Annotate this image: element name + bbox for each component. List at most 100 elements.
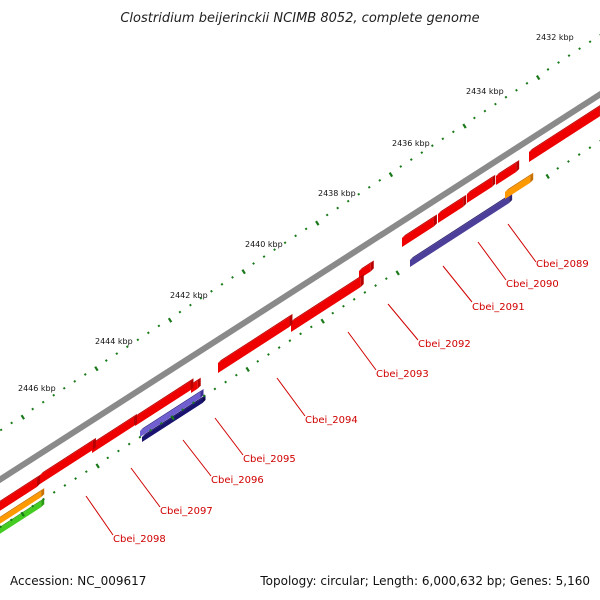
ruler-dot <box>578 47 581 51</box>
ruler-major-tick <box>245 366 250 373</box>
ruler-major-tick <box>315 220 320 226</box>
accession-text: Accession: NC_009617 <box>10 574 147 588</box>
kbp-label: 2432 kbp <box>536 33 574 42</box>
ruler-dot <box>399 165 403 168</box>
kbp-label: 2434 kbp <box>466 87 504 96</box>
kbp-label: 2440 kbp <box>245 240 283 249</box>
ruler-dot <box>299 332 303 336</box>
gene-labels: Cbei_2089 Cbei_2090 Cbei_2091 Cbei_2092 Cbei… <box>85 223 589 545</box>
ruler-dot <box>234 373 238 377</box>
ruler-major-tick <box>20 511 25 517</box>
gene-leader-line <box>276 377 306 417</box>
ruler-dot <box>104 359 108 362</box>
ruler-dot <box>304 227 308 231</box>
ruler-dot <box>74 477 77 480</box>
ruler-dot <box>202 394 206 398</box>
gene-label: Cbei_2091 <box>472 302 525 313</box>
ruler-dot <box>588 40 592 44</box>
ruler-dot <box>331 311 335 315</box>
ruler-dot <box>252 262 255 265</box>
gene-block <box>359 260 374 279</box>
ruler-dot <box>0 428 3 432</box>
ruler-major-tick <box>20 414 25 420</box>
ruler-dot <box>374 284 378 287</box>
ruler-dot <box>127 442 131 446</box>
ruler-major-tick <box>535 75 541 81</box>
genome-backbone <box>0 90 600 484</box>
ruler-major-tick <box>94 366 99 372</box>
ruler-dot <box>256 359 260 363</box>
ruler-major-tick <box>167 317 173 323</box>
ruler-dot <box>213 387 217 391</box>
ruler-dot <box>9 518 13 522</box>
ruler-major-tick <box>95 463 100 469</box>
ruler-major-tick <box>241 269 246 275</box>
ruler-dot <box>352 297 356 301</box>
gene-leader-line <box>442 265 473 303</box>
ruler-dot <box>273 248 276 252</box>
ruler-dot <box>430 144 434 148</box>
kbp-label: 2446 kbp <box>18 384 56 393</box>
ruler-dot <box>178 310 182 314</box>
gene-label: Cbei_2097 <box>160 506 213 517</box>
ruler-dot <box>159 422 163 425</box>
ruler-dot <box>62 386 66 390</box>
kbp-label: 2442 kbp <box>170 291 208 300</box>
gene-label: Cbei_2092 <box>418 339 471 350</box>
ruler-dot <box>378 178 382 182</box>
gene-leader-line <box>347 331 377 371</box>
ruler-dot <box>483 109 487 113</box>
gene-leader-line <box>130 467 161 508</box>
ruler-dot <box>515 88 518 92</box>
gene-leader-line <box>507 223 537 263</box>
ruler-dot <box>525 81 529 85</box>
rna-block <box>142 394 206 442</box>
ruler-dot <box>277 346 281 349</box>
gene-label: Cbei_2090 <box>506 279 559 290</box>
gene-leader-line <box>85 495 114 536</box>
kbp-label: 2438 kbp <box>318 189 356 198</box>
ruler-dot <box>210 289 213 293</box>
ruler-dot <box>0 525 2 529</box>
ruler-dot <box>494 102 497 106</box>
ruler-dot <box>567 54 571 57</box>
rna-block <box>140 388 204 437</box>
ruler-dot <box>367 185 371 189</box>
ruler-dot <box>52 490 56 494</box>
map-title: Clostridium beijerinckii NCIMB 8052, com… <box>120 11 479 26</box>
gene-label: Cbei_2089 <box>536 259 589 270</box>
ruler-dot <box>41 400 45 404</box>
gene-block <box>135 378 194 426</box>
gene-block <box>92 413 138 453</box>
ruler-dot <box>231 275 234 279</box>
ruler-dot <box>106 456 110 460</box>
ruler-dot <box>357 192 361 196</box>
outer-ruler <box>0 34 600 432</box>
gene-label: Cbei_2095 <box>243 454 296 465</box>
ruler-major-tick <box>320 318 325 324</box>
gene-label: Cbei_2093 <box>376 369 429 380</box>
ruler-dot <box>567 160 570 163</box>
orange-block <box>505 172 534 199</box>
ruler-dot <box>31 504 35 508</box>
gene-leader-line <box>387 303 419 341</box>
ruler-dot <box>115 352 119 356</box>
ruler-dot <box>346 199 350 203</box>
ruler-dot <box>117 449 120 453</box>
ruler-dot <box>267 353 270 356</box>
inner-ruler <box>0 140 600 529</box>
ruler-dot <box>472 116 476 120</box>
gene-leader-line <box>182 439 212 477</box>
gene-label: Cbei_2098 <box>113 534 166 545</box>
ruler-dot <box>451 130 455 134</box>
ruler-major-tick <box>545 173 550 180</box>
ruler-dot <box>136 338 140 342</box>
ruler-dot <box>199 296 203 300</box>
ruler-dot <box>83 373 87 376</box>
ruler-major-tick <box>462 123 467 129</box>
ruler-major-tick <box>395 270 400 276</box>
ruler-dot <box>220 282 224 286</box>
ruler-dot <box>31 407 35 411</box>
ruler-dot <box>546 68 550 71</box>
